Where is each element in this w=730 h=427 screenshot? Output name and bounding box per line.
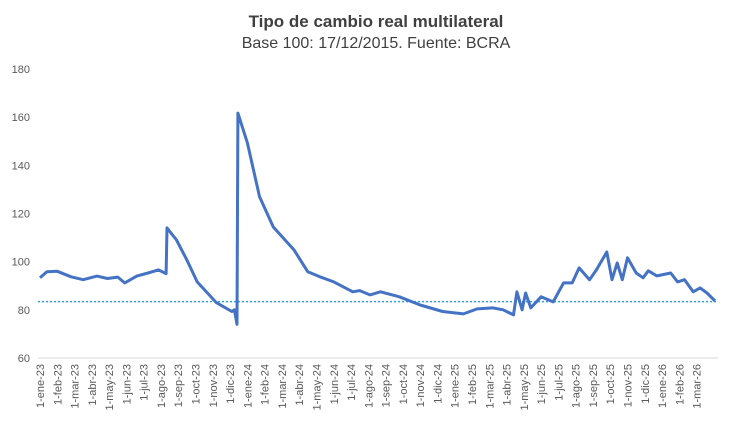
x-tick-label: 1-abr-25 bbox=[502, 364, 514, 406]
x-axis: 1-ene-23 1-feb-23 1-mar-23 1-abr-23 1-may-23… bbox=[35, 364, 704, 410]
x-tick-label: 1-dic-23 bbox=[225, 364, 237, 404]
x-tick-label: 1-mar-25 bbox=[484, 364, 496, 409]
x-tick-label: 1-jun-23 bbox=[121, 364, 133, 404]
x-tick-label: 1-feb-26 bbox=[674, 364, 686, 405]
x-tick-label: 1-sep-23 bbox=[173, 364, 185, 407]
x-tick-label: 1-nov-23 bbox=[208, 364, 220, 407]
x-tick-label: 1-jun-25 bbox=[536, 364, 548, 404]
y-tick-label: 160 bbox=[12, 112, 30, 124]
x-tick-label: 1-mar-26 bbox=[692, 364, 704, 409]
x-tick-label: 1-jun-24 bbox=[329, 364, 341, 404]
y-tick-label: 100 bbox=[12, 257, 30, 269]
y-tick-label: 60 bbox=[18, 353, 30, 365]
x-tick-label: 1-ago-25 bbox=[571, 364, 583, 408]
y-tick-label: 120 bbox=[12, 209, 30, 221]
x-tick-label: 1-feb-23 bbox=[52, 364, 64, 405]
x-tick-label: 1-nov-24 bbox=[415, 364, 427, 407]
x-tick-label: 1-may-23 bbox=[104, 364, 116, 410]
x-tick-label: 1-feb-25 bbox=[467, 364, 479, 405]
x-tick-label: 1-jul-23 bbox=[139, 364, 151, 401]
chart-title: Tipo de cambio real multilateral bbox=[249, 12, 504, 31]
x-tick-label: 1-jul-25 bbox=[553, 364, 565, 401]
x-tick-label: 1-dic-24 bbox=[432, 364, 444, 404]
x-tick-label: 1-ago-24 bbox=[363, 364, 375, 408]
x-tick-label: 1-ene-24 bbox=[242, 364, 254, 408]
x-tick-label: 1-abr-24 bbox=[294, 364, 306, 406]
x-tick-label: 1-oct-23 bbox=[191, 364, 203, 404]
series-line bbox=[39, 111, 717, 326]
x-tick-label: 1-mar-24 bbox=[277, 364, 289, 409]
x-tick-label: 1-jul-24 bbox=[346, 364, 358, 401]
x-tick-label: 1-dic-25 bbox=[640, 364, 652, 404]
x-tick-label: 1-feb-24 bbox=[260, 364, 272, 405]
x-tick-label: 1-ago-23 bbox=[156, 364, 168, 408]
x-tick-label: 1-abr-23 bbox=[87, 364, 99, 406]
x-tick-label: 1-oct-25 bbox=[605, 364, 617, 404]
x-tick-label: 1-oct-24 bbox=[398, 364, 410, 404]
x-tick-label: 1-nov-25 bbox=[623, 364, 635, 407]
x-tick-label: 1-mar-23 bbox=[70, 364, 82, 409]
x-tick-label: 1-ene-23 bbox=[35, 364, 47, 408]
chart-subtitle: Base 100: 17/12/2015. Fuente: BCRA bbox=[242, 35, 511, 52]
x-tick-label: 1-may-25 bbox=[519, 364, 531, 410]
y-axis: 60 80 100 120 140 160 180 bbox=[12, 64, 30, 365]
x-tick-label: 1-sep-25 bbox=[588, 364, 600, 407]
x-tick-label: 1-ene-25 bbox=[450, 364, 462, 408]
x-tick-label: 1-ene-26 bbox=[657, 364, 669, 408]
y-tick-label: 80 bbox=[18, 305, 30, 317]
y-tick-label: 180 bbox=[12, 64, 30, 76]
y-tick-label: 140 bbox=[12, 160, 30, 172]
x-tick-label: 1-may-24 bbox=[311, 364, 323, 410]
x-tick-label: 1-sep-24 bbox=[381, 364, 393, 407]
